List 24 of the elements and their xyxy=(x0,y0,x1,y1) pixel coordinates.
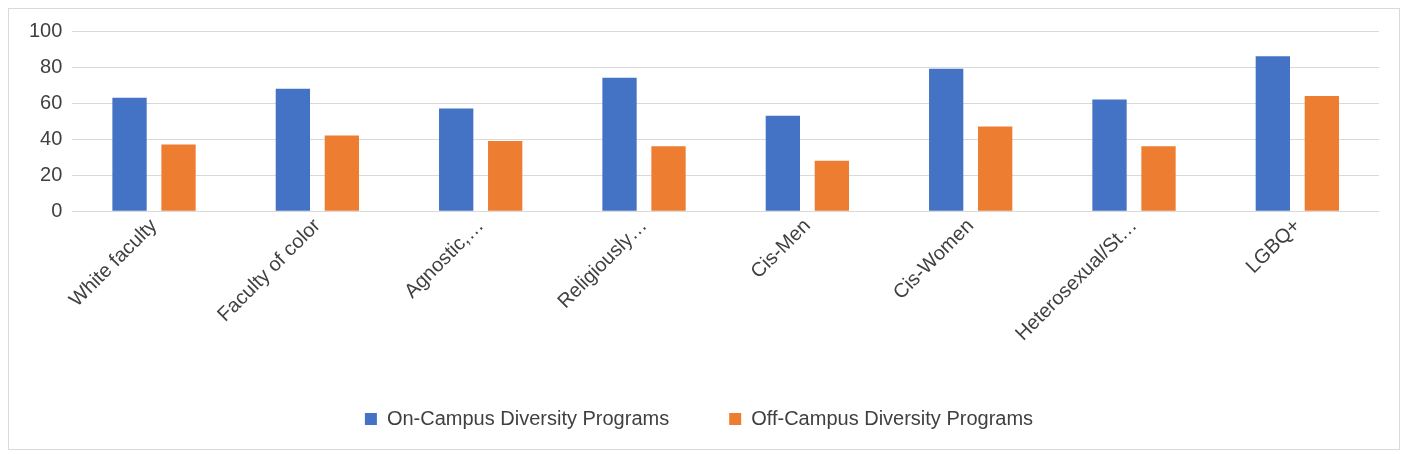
bar xyxy=(651,146,686,211)
bar xyxy=(161,144,196,211)
bar xyxy=(1304,95,1339,211)
bar xyxy=(439,108,474,211)
bar xyxy=(324,135,360,211)
bar xyxy=(275,88,311,211)
bar xyxy=(765,115,800,211)
y-tick-label: 60 xyxy=(40,90,63,113)
y-tick-label: 80 xyxy=(40,54,63,77)
bar xyxy=(814,160,849,211)
bar xyxy=(602,77,637,211)
y-tick-label: 100 xyxy=(28,18,63,41)
y-tick-label: 20 xyxy=(40,162,63,185)
y-tick-label: 40 xyxy=(40,126,63,149)
bar xyxy=(112,97,147,211)
bar xyxy=(1141,146,1176,211)
bar xyxy=(488,140,523,211)
legend-label: Off-Campus Diversity Programs xyxy=(751,406,1034,429)
legend-label: On-Campus Diversity Programs xyxy=(386,406,670,429)
bar xyxy=(978,126,1013,211)
bar xyxy=(929,68,964,211)
y-tick-label: 0 xyxy=(51,198,63,221)
bar xyxy=(1255,56,1290,211)
bar xyxy=(1092,99,1127,211)
